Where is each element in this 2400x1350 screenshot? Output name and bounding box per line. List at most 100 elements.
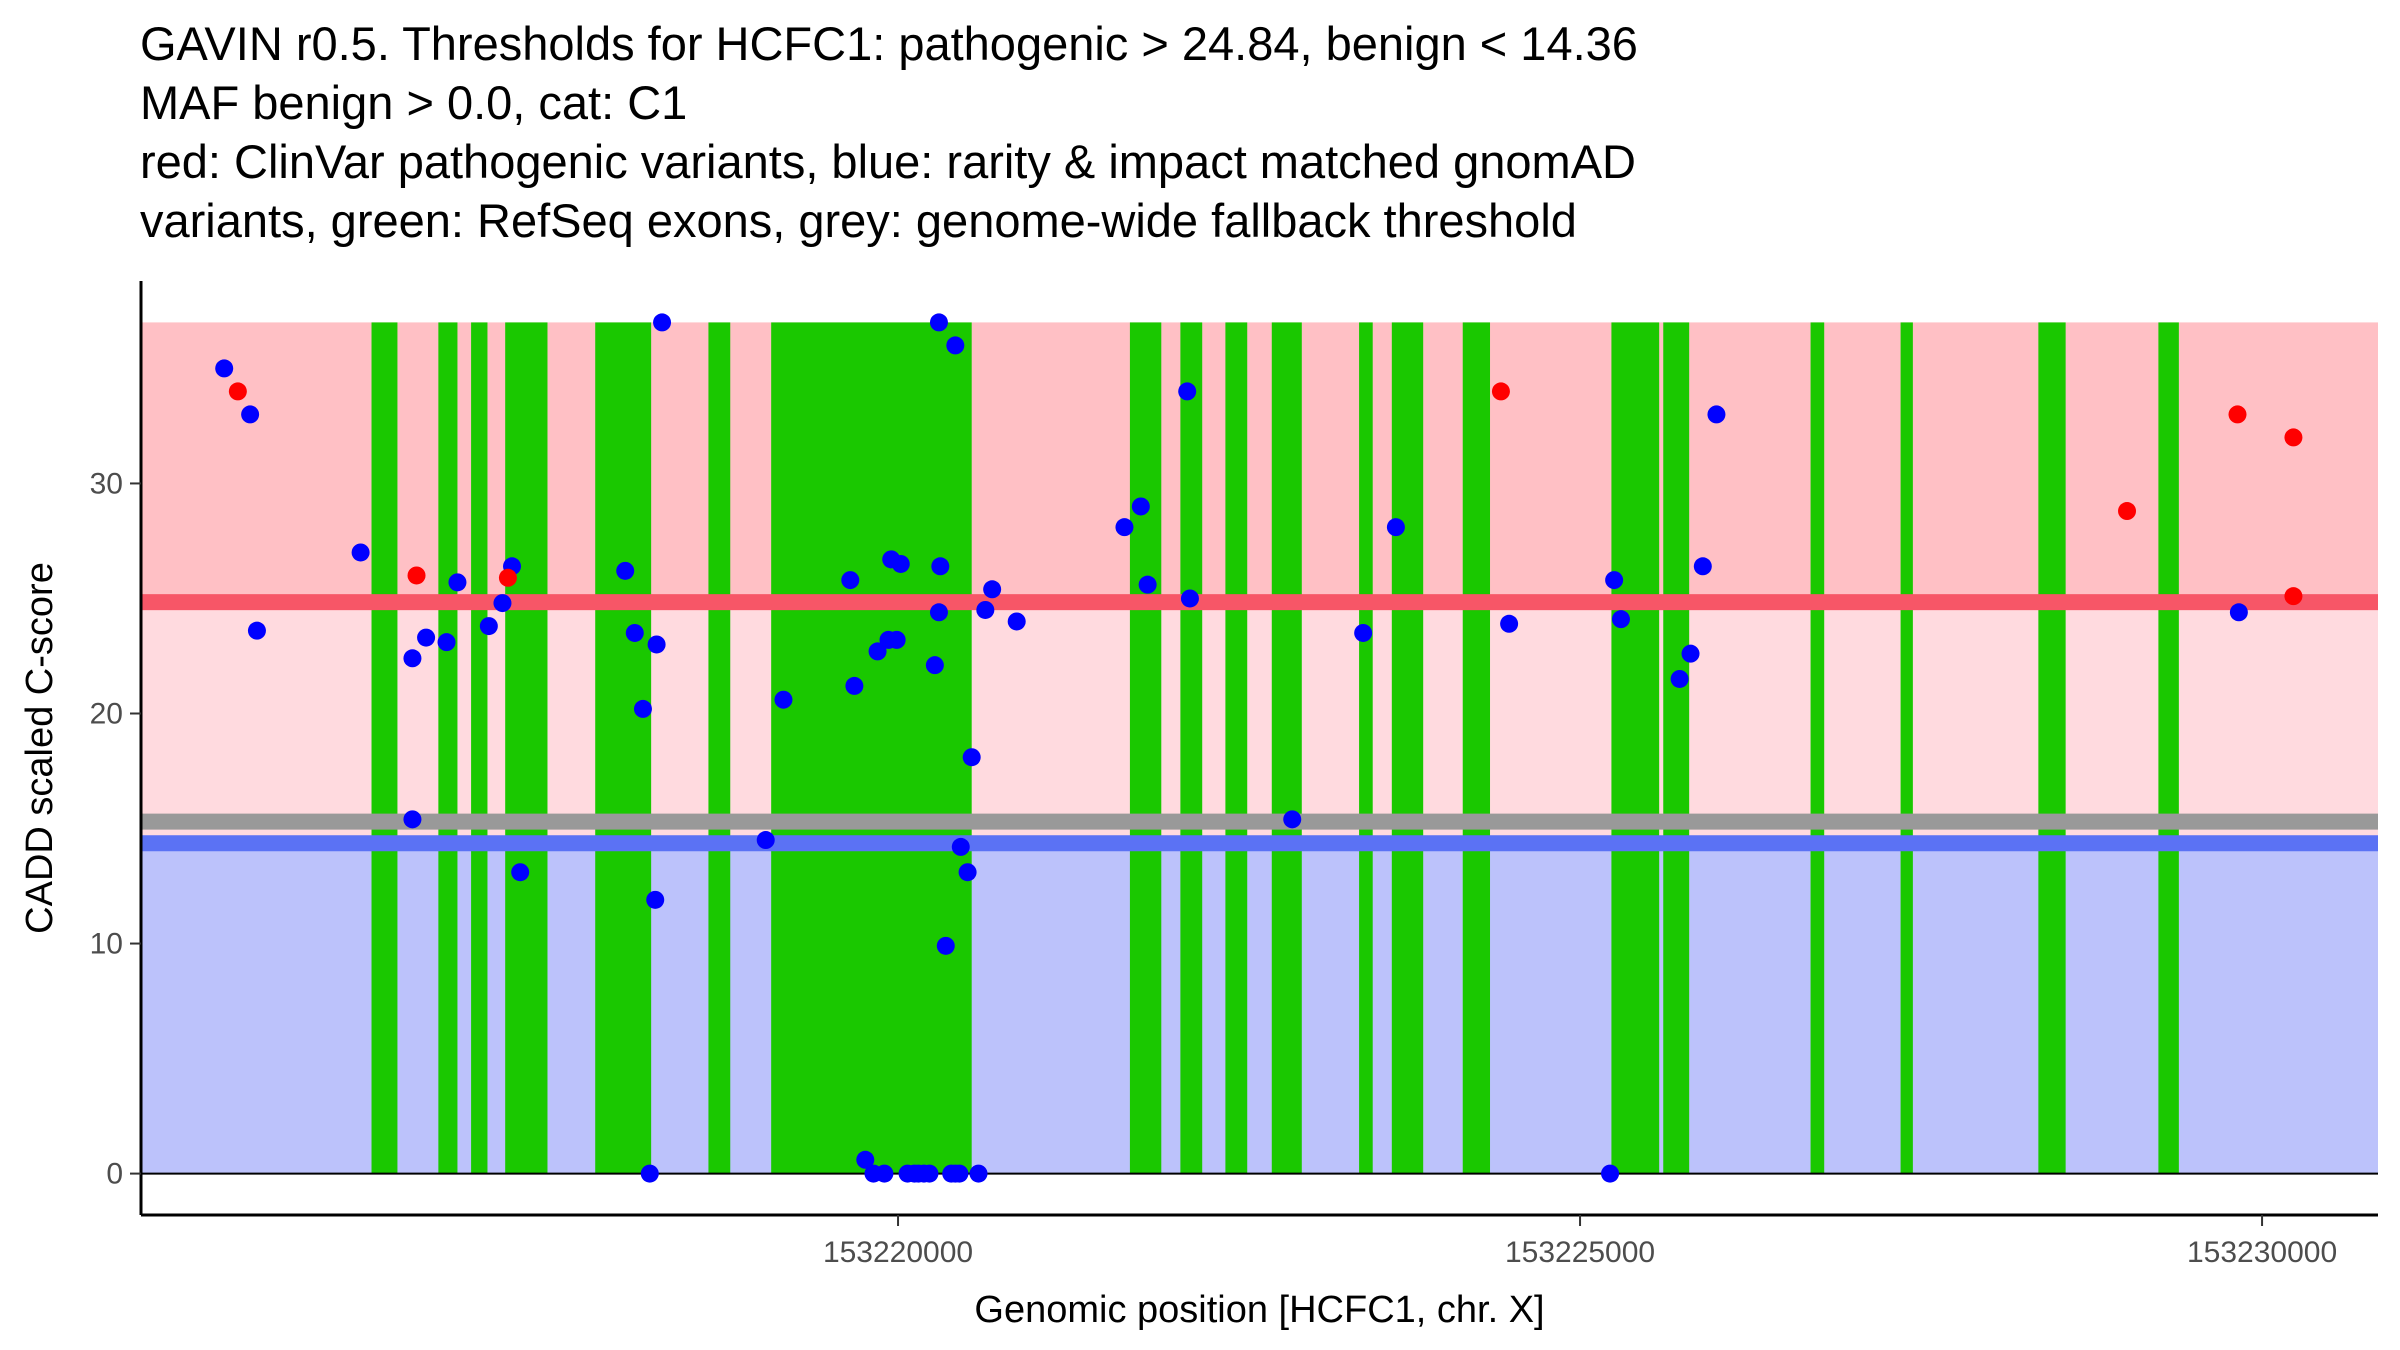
y-axis-title: CADD scaled C-score <box>19 562 61 934</box>
gnomad-point <box>448 573 467 592</box>
x-tick-label: 153225000 <box>1505 1236 1655 1269</box>
fallback-threshold-line <box>141 813 2378 830</box>
exon-bars <box>371 322 2179 1174</box>
clinvar-point <box>228 382 247 401</box>
gnomad-point <box>841 571 860 590</box>
x-tick-label: 153220000 <box>823 1236 973 1269</box>
gnomad-point <box>647 635 666 654</box>
pathogenic-threshold-line <box>141 594 2378 611</box>
gnomad-point <box>1138 575 1157 594</box>
gnomad-point <box>958 863 977 882</box>
chart-title: GAVIN r0.5. Thresholds for HCFC1: pathog… <box>140 14 1638 250</box>
exon-bar <box>471 322 488 1174</box>
gnomad-point <box>351 543 370 562</box>
exon-bar <box>1271 322 1302 1174</box>
gnomad-point <box>969 1164 988 1183</box>
gnomad-point <box>950 1164 969 1183</box>
gnomad-point <box>2229 603 2248 622</box>
gnomad-point <box>479 617 498 636</box>
gnomad-point <box>511 863 530 882</box>
axes: 0 10 20 30 153220000 153225000 153230000 <box>90 281 2378 1269</box>
exon-bar <box>438 322 458 1174</box>
gnomad-point <box>1354 623 1373 642</box>
gnomad-point <box>983 580 1002 599</box>
gnomad-point <box>951 837 970 856</box>
gnomad-point <box>1007 612 1026 631</box>
exon-bar <box>1663 322 1690 1174</box>
gnomad-point <box>1611 610 1630 629</box>
clinvar-point <box>407 566 426 585</box>
title-line-1: GAVIN r0.5. Thresholds for HCFC1: pathog… <box>140 17 1638 70</box>
gnomad-point <box>875 1164 894 1183</box>
exon-bar <box>1359 322 1373 1174</box>
benign-threshold-line <box>141 835 2378 852</box>
gnomad-point <box>929 603 948 622</box>
y-tick-label: 20 <box>90 697 123 730</box>
gnomad-point <box>616 561 635 580</box>
gnomad-point <box>1693 557 1712 576</box>
clinvar-point <box>2118 502 2137 521</box>
exon-bar <box>1462 322 1491 1174</box>
gnomad-point <box>1605 571 1624 590</box>
gnomad-point <box>868 642 887 661</box>
gnomad-point <box>493 594 512 613</box>
gnomad-point <box>247 621 266 640</box>
gnomad-point <box>1283 810 1302 829</box>
gnomad-point <box>1601 1164 1620 1183</box>
exon-bar <box>1225 322 1248 1174</box>
gnomad-point <box>929 313 948 332</box>
gnomad-point <box>215 359 234 378</box>
gnomad-point <box>653 313 672 332</box>
gnomad-point <box>976 600 995 619</box>
gnomad-point <box>1670 669 1689 688</box>
gnomad-point <box>403 810 422 829</box>
gnomad-point <box>920 1164 939 1183</box>
exon-bar <box>1611 322 1660 1174</box>
gnomad-point <box>936 936 955 955</box>
gnomad-point <box>633 699 652 718</box>
gnomad-point <box>625 623 644 642</box>
exon-bar <box>771 322 972 1174</box>
gnomad-point <box>774 690 793 709</box>
gnomad-point <box>241 405 260 424</box>
exon-bar <box>1810 322 1825 1174</box>
title-line-2: MAF benign > 0.0, cat: C1 <box>140 76 688 129</box>
gnomad-point <box>931 557 950 576</box>
gnomad-point <box>1178 382 1197 401</box>
exon-bar <box>1180 322 1203 1174</box>
gnomad-point <box>640 1164 659 1183</box>
exon-bar <box>1391 322 1424 1174</box>
title-line-3: red: ClinVar pathogenic variants, blue: … <box>140 135 1636 188</box>
y-tick-label: 0 <box>106 1158 123 1191</box>
gnomad-point <box>962 748 981 767</box>
exon-bar <box>595 322 652 1174</box>
variant-points <box>215 313 2303 1183</box>
gnomad-point <box>437 633 456 652</box>
clinvar-point <box>1491 382 1510 401</box>
y-tick-label: 10 <box>90 928 123 961</box>
clinvar-point <box>498 568 517 587</box>
clinvar-point <box>2284 587 2303 606</box>
x-tick-label: 153230000 <box>2187 1236 2337 1269</box>
exon-bar <box>1129 322 1162 1174</box>
gnomad-point <box>1500 614 1519 633</box>
gnomad-point <box>417 628 436 647</box>
exon-bar <box>2158 322 2179 1174</box>
gnomad-point <box>1707 405 1726 424</box>
title-line-4: variants, green: RefSeq exons, grey: gen… <box>140 194 1577 247</box>
exon-bar <box>505 322 548 1174</box>
gnomad-point <box>1180 589 1199 608</box>
gnomad-point <box>845 676 864 695</box>
gnomad-point <box>1681 644 1700 663</box>
gnomad-point <box>925 656 944 675</box>
gnomad-point <box>891 554 910 573</box>
clinvar-point <box>2284 428 2303 447</box>
exon-bar <box>708 322 731 1174</box>
gnomad-point <box>946 336 965 355</box>
gnomad-point <box>756 831 775 850</box>
gnomad-point <box>1131 497 1150 516</box>
gnomad-point <box>1115 518 1134 537</box>
gnomad-point <box>856 1150 875 1169</box>
x-axis-title: Genomic position [HCFC1, chr. X] <box>974 1289 1544 1331</box>
